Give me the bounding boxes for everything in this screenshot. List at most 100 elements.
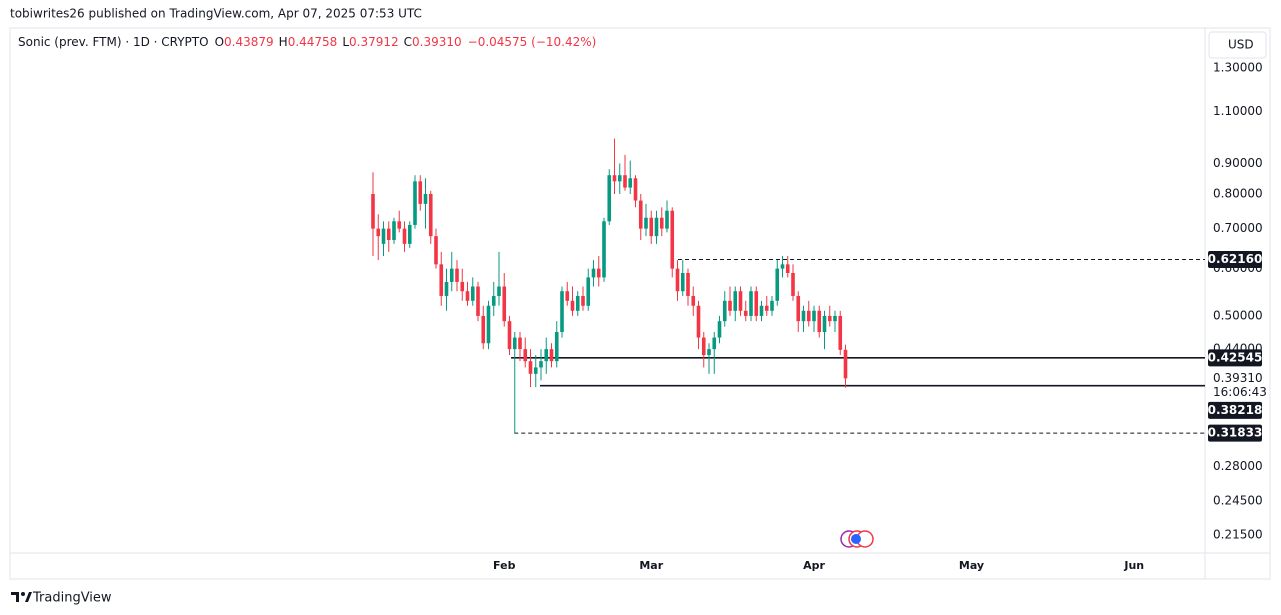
candle-body [523, 349, 528, 362]
candle-body [502, 286, 507, 322]
candle-body [728, 300, 732, 311]
candle-body [822, 315, 827, 332]
candle-body [628, 178, 633, 188]
candle-body [439, 264, 444, 296]
candle-body [428, 193, 433, 237]
level-label-box [1208, 349, 1262, 367]
events[interactable] [840, 530, 874, 548]
ohlc-key: L [342, 35, 349, 49]
candle-body [465, 291, 470, 301]
candle-body [591, 268, 596, 278]
candle-body [806, 310, 811, 322]
currency[interactable]: USD [1228, 38, 1254, 52]
candle-body [764, 305, 769, 311]
candle-body [791, 272, 795, 296]
level-label-box [1208, 424, 1262, 442]
candle-body [833, 315, 837, 322]
candle-body [743, 310, 748, 316]
level-label-box [1208, 250, 1262, 268]
candle-body [444, 281, 449, 296]
candle-body [486, 305, 491, 344]
ohlc-key: O [215, 35, 224, 49]
candle-body [586, 277, 591, 306]
currency-button[interactable] [1208, 31, 1267, 59]
y-tick-label: 1.30000 [1213, 60, 1263, 74]
candle-body [843, 349, 848, 379]
chart-frame [9, 27, 1271, 580]
candle-body [754, 291, 759, 316]
candle-body [675, 268, 680, 292]
level-label: 0.42545 [1208, 350, 1263, 364]
candle-body [381, 228, 386, 244]
candle-body [796, 295, 801, 322]
candle-body [707, 349, 711, 356]
candle-body [386, 228, 391, 240]
x-tick-label: Feb [493, 559, 516, 572]
symbol: Sonic (prev. FTM) · 1D · CRYPTO [18, 35, 209, 49]
candle-body [544, 349, 549, 362]
candle-body [644, 217, 648, 229]
ohlc-value: 0.43879 [224, 35, 274, 49]
y-tick-label: 0.80000 [1213, 186, 1263, 200]
candle-body [397, 221, 402, 229]
candle-body [596, 268, 601, 278]
candle-body [491, 295, 496, 306]
candle-body [617, 175, 622, 182]
candle-body [686, 272, 690, 296]
ohlc-value: 0.44758 [288, 35, 338, 49]
ohlc-key: C [404, 35, 412, 49]
x-tick-label: Apr [803, 559, 825, 572]
candle-body [607, 175, 612, 222]
candle-body [770, 300, 774, 311]
candle-body [649, 217, 654, 237]
candle-body [376, 228, 381, 237]
candle-body [460, 281, 465, 292]
candle-body [392, 221, 396, 240]
level-label: 0.38218 [1208, 403, 1263, 417]
candle-body [507, 321, 512, 350]
candle-body [476, 286, 480, 316]
countdown: 16:06:43 [1213, 385, 1267, 399]
candle-body [512, 337, 517, 350]
candle-body [801, 310, 806, 322]
candle-body [638, 200, 643, 229]
candle-body [785, 264, 790, 273]
y-tick-label: 1.10000 [1213, 104, 1263, 118]
candle-body [696, 305, 701, 338]
candle-body [560, 291, 564, 332]
candle-body [717, 321, 722, 338]
y-tick-label: 0.24500 [1213, 494, 1263, 508]
candle-body [539, 361, 543, 368]
y-tick-label: 0.90000 [1213, 156, 1263, 170]
candle-body [738, 291, 743, 311]
candle-body [722, 300, 727, 322]
candle-body [554, 331, 559, 362]
ohlc-key: H [279, 35, 288, 49]
candle-body [434, 236, 438, 265]
brand: TradingView [32, 591, 112, 606]
ohlc-value: 0.39310 [412, 35, 462, 49]
y-tick-label: 0.21500 [1213, 527, 1263, 541]
candle-body [497, 286, 501, 296]
candle-body [733, 291, 738, 311]
candle-body [623, 175, 627, 188]
candle-body [481, 315, 486, 344]
change: −0.04575 (−10.42%) [468, 35, 597, 49]
candle-body [775, 268, 780, 301]
candle-body [570, 300, 575, 311]
candle-body [581, 295, 585, 306]
candle-body [780, 264, 785, 269]
ohlc-value: 0.37912 [349, 35, 399, 49]
level-label: 0.62160 [1208, 252, 1263, 266]
x-tick-label: Jun [1123, 559, 1144, 572]
candle-body [712, 337, 717, 350]
candle-body [654, 217, 659, 237]
candle-body [518, 337, 522, 350]
candle-body [612, 175, 617, 182]
candle-body [575, 295, 580, 311]
candle-body [659, 217, 664, 229]
candle-body [812, 310, 816, 322]
candle-body [402, 228, 407, 244]
candle-body [423, 193, 428, 204]
